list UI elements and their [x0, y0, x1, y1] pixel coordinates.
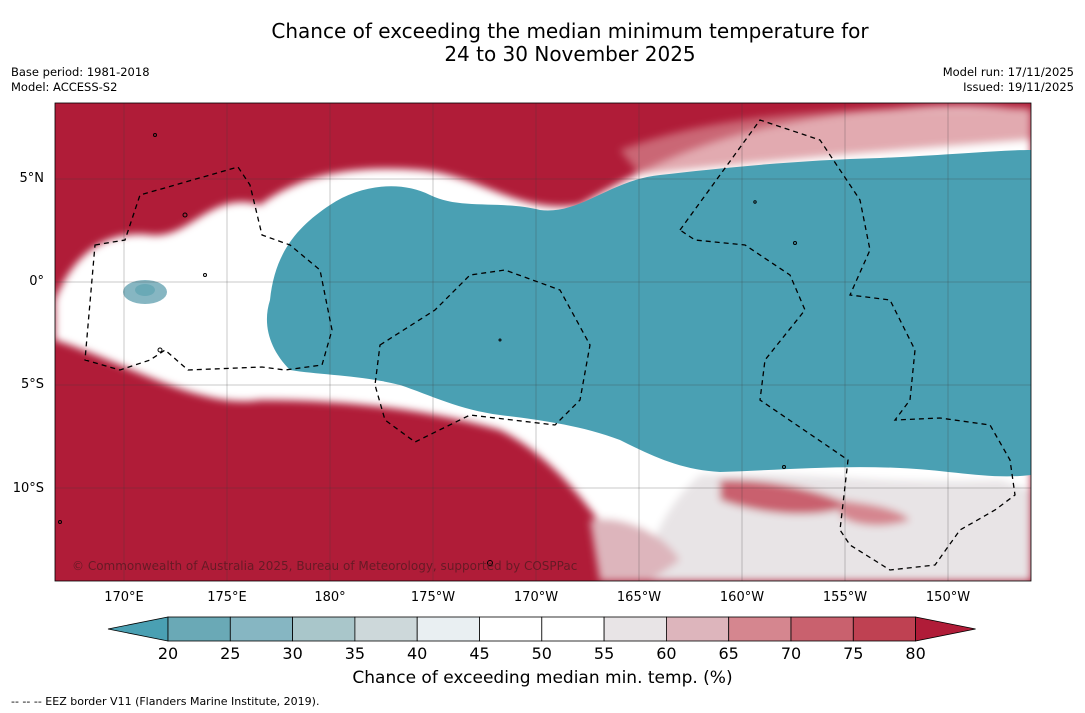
graticule — [55, 103, 1031, 581]
run-info: Model run: 17/11/2025 Issued: 19/11/2025 — [943, 65, 1074, 95]
colorbar-segment — [541, 616, 605, 642]
islands — [58, 133, 797, 566]
lon-label-160w: 160°W — [719, 590, 765, 605]
colorbar-tick-label: 80 — [905, 644, 926, 663]
lat-label-5n: 5°N — [19, 171, 45, 186]
colorbar-arrow-low — [107, 616, 169, 642]
colorbar-tick-label: 65 — [718, 644, 739, 663]
colorbar-segment — [666, 616, 730, 642]
issued-date: Issued: 19/11/2025 — [963, 80, 1074, 94]
red-patch-south — [720, 479, 850, 515]
colorbar-segment — [354, 616, 418, 642]
teal-patch-west-core — [135, 284, 155, 296]
title-line-2: 24 to 30 November 2025 — [444, 42, 696, 66]
grey-band-south — [640, 473, 1031, 581]
chart-title: Chance of exceeding the median minimum t… — [160, 20, 980, 66]
map-area — [55, 103, 1031, 581]
colorbar-arrow-high — [915, 616, 976, 642]
lat-label-0: 0° — [29, 274, 44, 289]
pink-band-north — [620, 107, 1031, 175]
colorbar-tick-label: 45 — [469, 644, 490, 663]
pink-patch-southwest — [590, 519, 680, 581]
lon-label-170w: 170°W — [513, 590, 559, 605]
colorbar-tick-label: 55 — [593, 644, 615, 663]
lon-label-150w: 150°W — [925, 590, 971, 605]
lon-label-155w: 155°W — [822, 590, 868, 605]
colorbar-tick-label: 40 — [407, 644, 428, 663]
model-info: Base period: 1981-2018 Model: ACCESS-S2 — [11, 65, 150, 95]
colorbar-tick-label: 50 — [531, 644, 552, 663]
pink-patch-south — [840, 500, 910, 526]
colorbar-tick-label: 30 — [282, 644, 303, 663]
colorbar-label: Chance of exceeding median min. temp. (%… — [352, 668, 733, 688]
colorbar-segment — [416, 616, 480, 642]
colorbar-segment — [728, 616, 792, 642]
colorbar-tick-label: 25 — [220, 644, 241, 663]
colorbar-tick-label: 60 — [656, 644, 677, 663]
colorbar-segment — [603, 616, 667, 642]
colorbar-segment — [229, 616, 294, 642]
lon-label-170e: 170°E — [104, 590, 144, 605]
model-run: Model run: 17/11/2025 — [942, 65, 1074, 79]
colorbar — [107, 616, 976, 642]
lon-label-175w: 175°W — [410, 590, 456, 605]
colorbar-segment — [292, 616, 356, 642]
base-period: Base period: 1981-2018 — [11, 65, 150, 79]
eez-legend: -- -- -- EEZ border V11 (Flanders Marine… — [11, 695, 320, 708]
title-line-1: Chance of exceeding the median minimum t… — [271, 19, 869, 43]
colorbar-tick-label: 35 — [344, 644, 366, 663]
colorbar-segment — [852, 616, 916, 642]
colorbar-segment — [479, 616, 543, 642]
lon-label-165w: 165°W — [616, 590, 662, 605]
map-frame — [54, 102, 1032, 582]
lon-label-175e: 175°E — [207, 590, 247, 605]
copyright-notice: © Commonwealth of Australia 2025, Bureau… — [72, 559, 578, 573]
lat-label-10s: 10°S — [12, 481, 44, 496]
colorbar-tick-label: 75 — [843, 644, 864, 663]
colorbar-tick-label: 70 — [780, 644, 802, 663]
lon-label-180: 180° — [314, 590, 346, 605]
model-name: Model: ACCESS-S2 — [11, 80, 118, 94]
cold-anomaly-region — [266, 150, 1031, 477]
colorbar-tick-label: 20 — [157, 644, 179, 663]
lat-label-5s: 5°S — [20, 377, 44, 392]
eez-borders — [84, 119, 1016, 571]
colorbar-segment — [167, 616, 231, 642]
colorbar-segment — [790, 616, 854, 642]
